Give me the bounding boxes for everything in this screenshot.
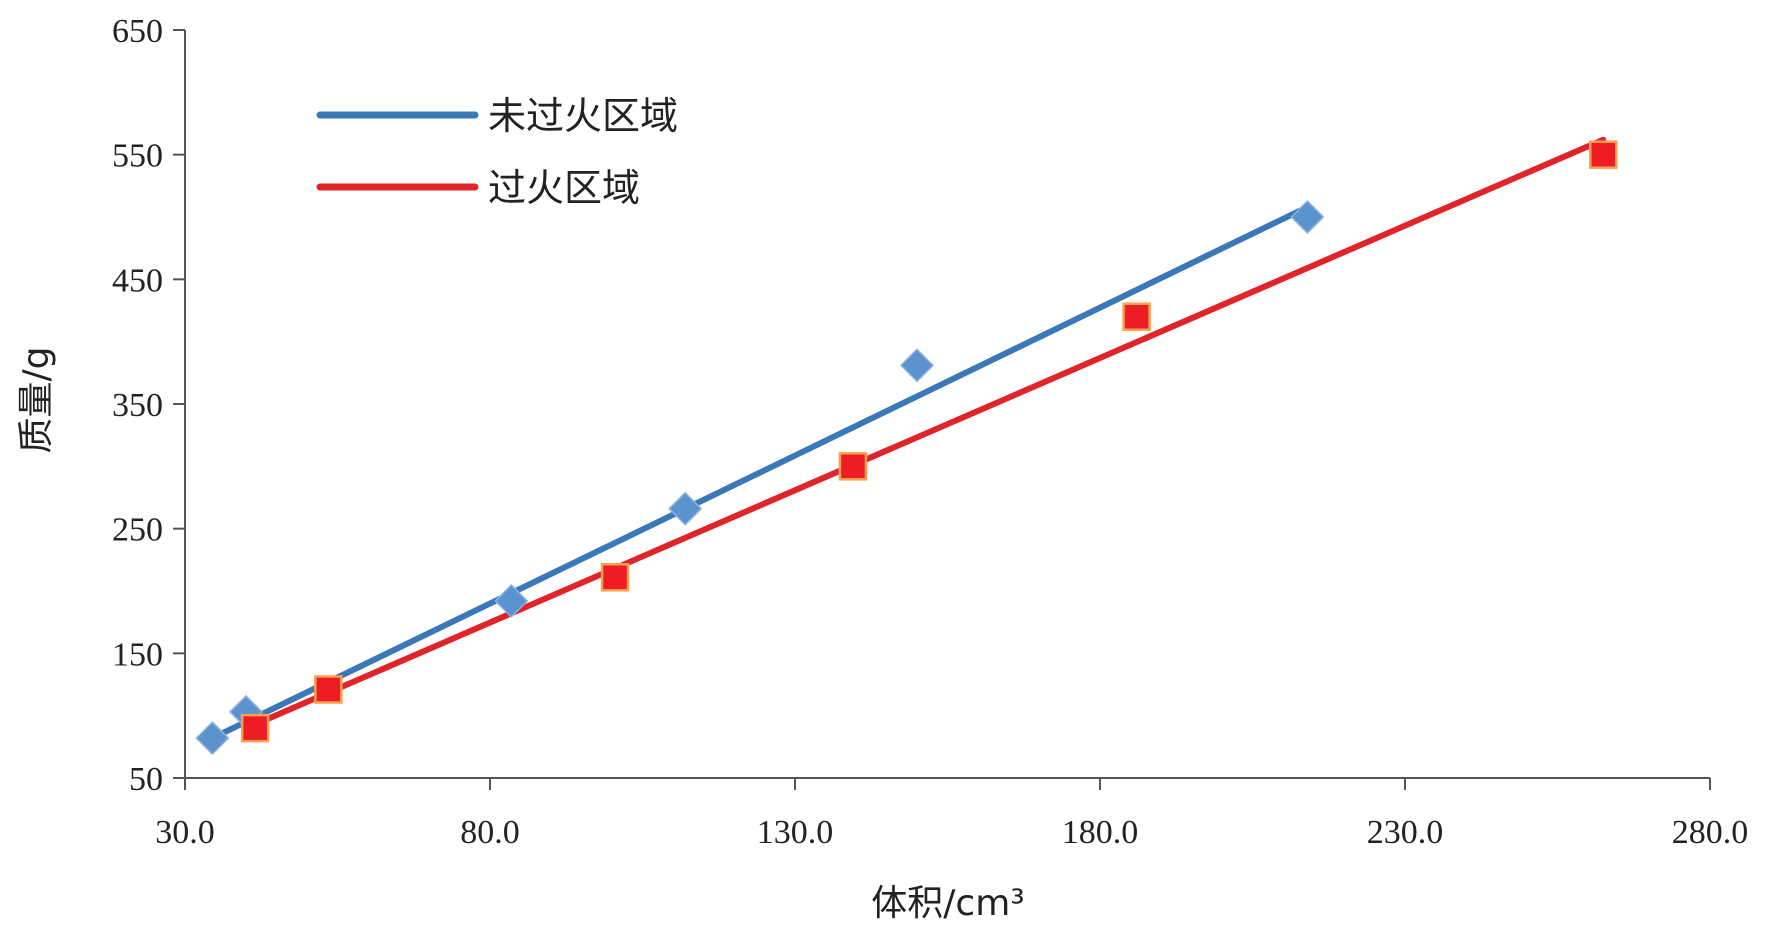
x-tick-label: 30.0 bbox=[155, 814, 215, 851]
y-tick-label: 250 bbox=[112, 512, 163, 549]
data-point-square bbox=[240, 713, 270, 743]
data-point-square bbox=[1589, 140, 1618, 169]
trendlines bbox=[209, 136, 1607, 742]
x-tick-label: 130.0 bbox=[757, 814, 834, 851]
data-point-square bbox=[314, 675, 343, 704]
x-tick-label: 230.0 bbox=[1367, 814, 1444, 851]
y-tick-label: 50 bbox=[129, 761, 163, 798]
y-tick-label: 150 bbox=[112, 636, 163, 673]
data-point-diamond bbox=[494, 583, 529, 619]
y-tick-label: 450 bbox=[112, 262, 163, 299]
data-markers bbox=[195, 140, 1618, 756]
axes: 50 150 250 350 450 550 650 30.0 80.0 130.0 180.0 23… bbox=[112, 13, 1748, 851]
data-point-diamond bbox=[1290, 199, 1325, 235]
data-point-diamond bbox=[195, 721, 230, 756]
legend-label-series-1: 过火区域 bbox=[488, 166, 640, 210]
legend-label-series-0: 未过火区域 bbox=[488, 94, 678, 138]
trendline-series-0 bbox=[209, 204, 1311, 742]
x-axis-title: 体积/cm³ bbox=[871, 883, 1024, 924]
x-tick-label: 80.0 bbox=[460, 814, 520, 851]
x-tick-label: 280.0 bbox=[1672, 814, 1749, 851]
y-tick-label: 550 bbox=[112, 138, 163, 175]
y-tick-label: 350 bbox=[112, 387, 163, 424]
data-point-diamond bbox=[668, 491, 703, 526]
y-tick-label: 650 bbox=[112, 13, 163, 50]
data-point-square bbox=[600, 563, 630, 592]
data-point-square bbox=[1122, 302, 1151, 331]
y-axis-title: 质量/g bbox=[16, 347, 57, 454]
data-point-diamond bbox=[899, 348, 935, 383]
x-tick-label: 180.0 bbox=[1062, 814, 1139, 851]
data-point-square bbox=[838, 452, 868, 481]
trendline-series-1 bbox=[252, 136, 1607, 728]
